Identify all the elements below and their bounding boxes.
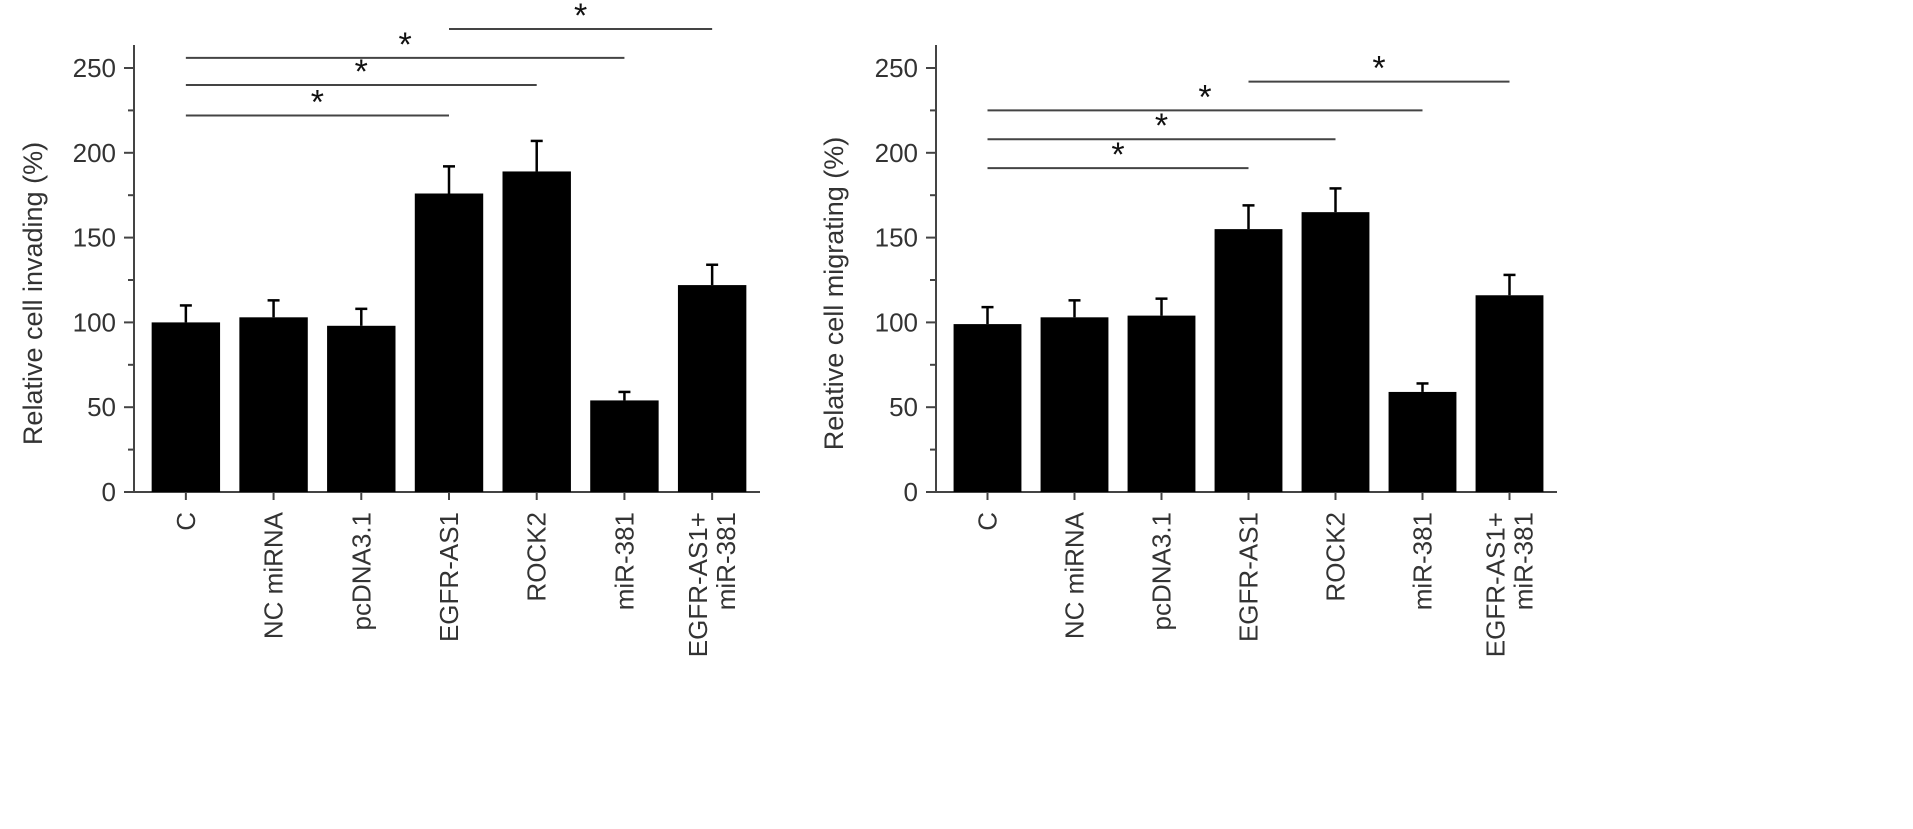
y-tick-label: 200 xyxy=(875,138,918,168)
x-tick-label: EGFR-AS1+ xyxy=(683,512,713,657)
bar xyxy=(327,325,396,492)
bar xyxy=(677,285,747,492)
bar xyxy=(239,317,308,492)
bar xyxy=(502,171,571,492)
x-tick-label: ROCK2 xyxy=(1321,512,1351,602)
bar xyxy=(953,324,1022,492)
bar xyxy=(1040,317,1109,492)
bar xyxy=(1127,315,1196,492)
y-tick-label: 250 xyxy=(73,53,116,83)
significance-star: * xyxy=(574,0,587,35)
y-tick-label: 150 xyxy=(73,223,116,253)
bar xyxy=(414,193,484,492)
x-tick-label: miR-381 xyxy=(711,512,741,610)
x-tick-label: pcDNA3.1 xyxy=(1147,512,1177,631)
significance-star: * xyxy=(355,53,368,91)
y-tick-label: 200 xyxy=(73,138,116,168)
x-tick-label: NC miRNA xyxy=(1060,511,1090,639)
y-tick-label: 50 xyxy=(87,392,116,422)
x-tick-label: NC miRNA xyxy=(259,511,289,639)
significance-star: * xyxy=(1198,78,1211,116)
significance-star: * xyxy=(399,26,412,64)
y-tick-label: 0 xyxy=(102,477,116,507)
significance-star: * xyxy=(311,83,324,121)
significance-star: * xyxy=(1372,50,1385,88)
y-tick-label: 100 xyxy=(73,307,116,337)
invading-chart: 0 50 100 150 200 250 Relative cell invading (%… xyxy=(18,0,760,657)
bar xyxy=(1214,229,1283,492)
y-axis-label: Relative cell invading (%) xyxy=(18,142,48,445)
significance-star: * xyxy=(1155,107,1168,145)
y-tick-label: 150 xyxy=(875,223,918,253)
x-tick-label: EGFR-AS1+ xyxy=(1481,512,1511,657)
bar xyxy=(1475,295,1544,492)
y-tick-label: 0 xyxy=(904,477,918,507)
x-tick-label: miR-381 xyxy=(1509,512,1539,610)
bar xyxy=(590,400,659,492)
x-tick-label: C xyxy=(171,512,201,531)
bar xyxy=(151,322,221,492)
y-tick-label: 50 xyxy=(889,392,918,422)
bar xyxy=(1301,212,1370,492)
y-axis-label: Relative cell migrating (%) xyxy=(819,137,849,451)
migrating-chart: 0 50 100 150 200 250 Relative cell migrating (… xyxy=(819,45,1557,657)
x-tick-label: ROCK2 xyxy=(522,512,552,602)
x-tick-label: C xyxy=(973,512,1003,531)
y-tick-label: 100 xyxy=(875,307,918,337)
x-tick-label: EGFR-AS1 xyxy=(434,512,464,642)
bar xyxy=(1388,391,1457,492)
x-tick-label: pcDNA3.1 xyxy=(346,512,376,631)
significance-star: * xyxy=(1111,136,1124,174)
x-tick-label: miR-381 xyxy=(1408,512,1438,610)
y-tick-label: 250 xyxy=(875,53,918,83)
x-tick-label: miR-381 xyxy=(609,512,639,610)
x-tick-label: EGFR-AS1 xyxy=(1234,512,1264,642)
